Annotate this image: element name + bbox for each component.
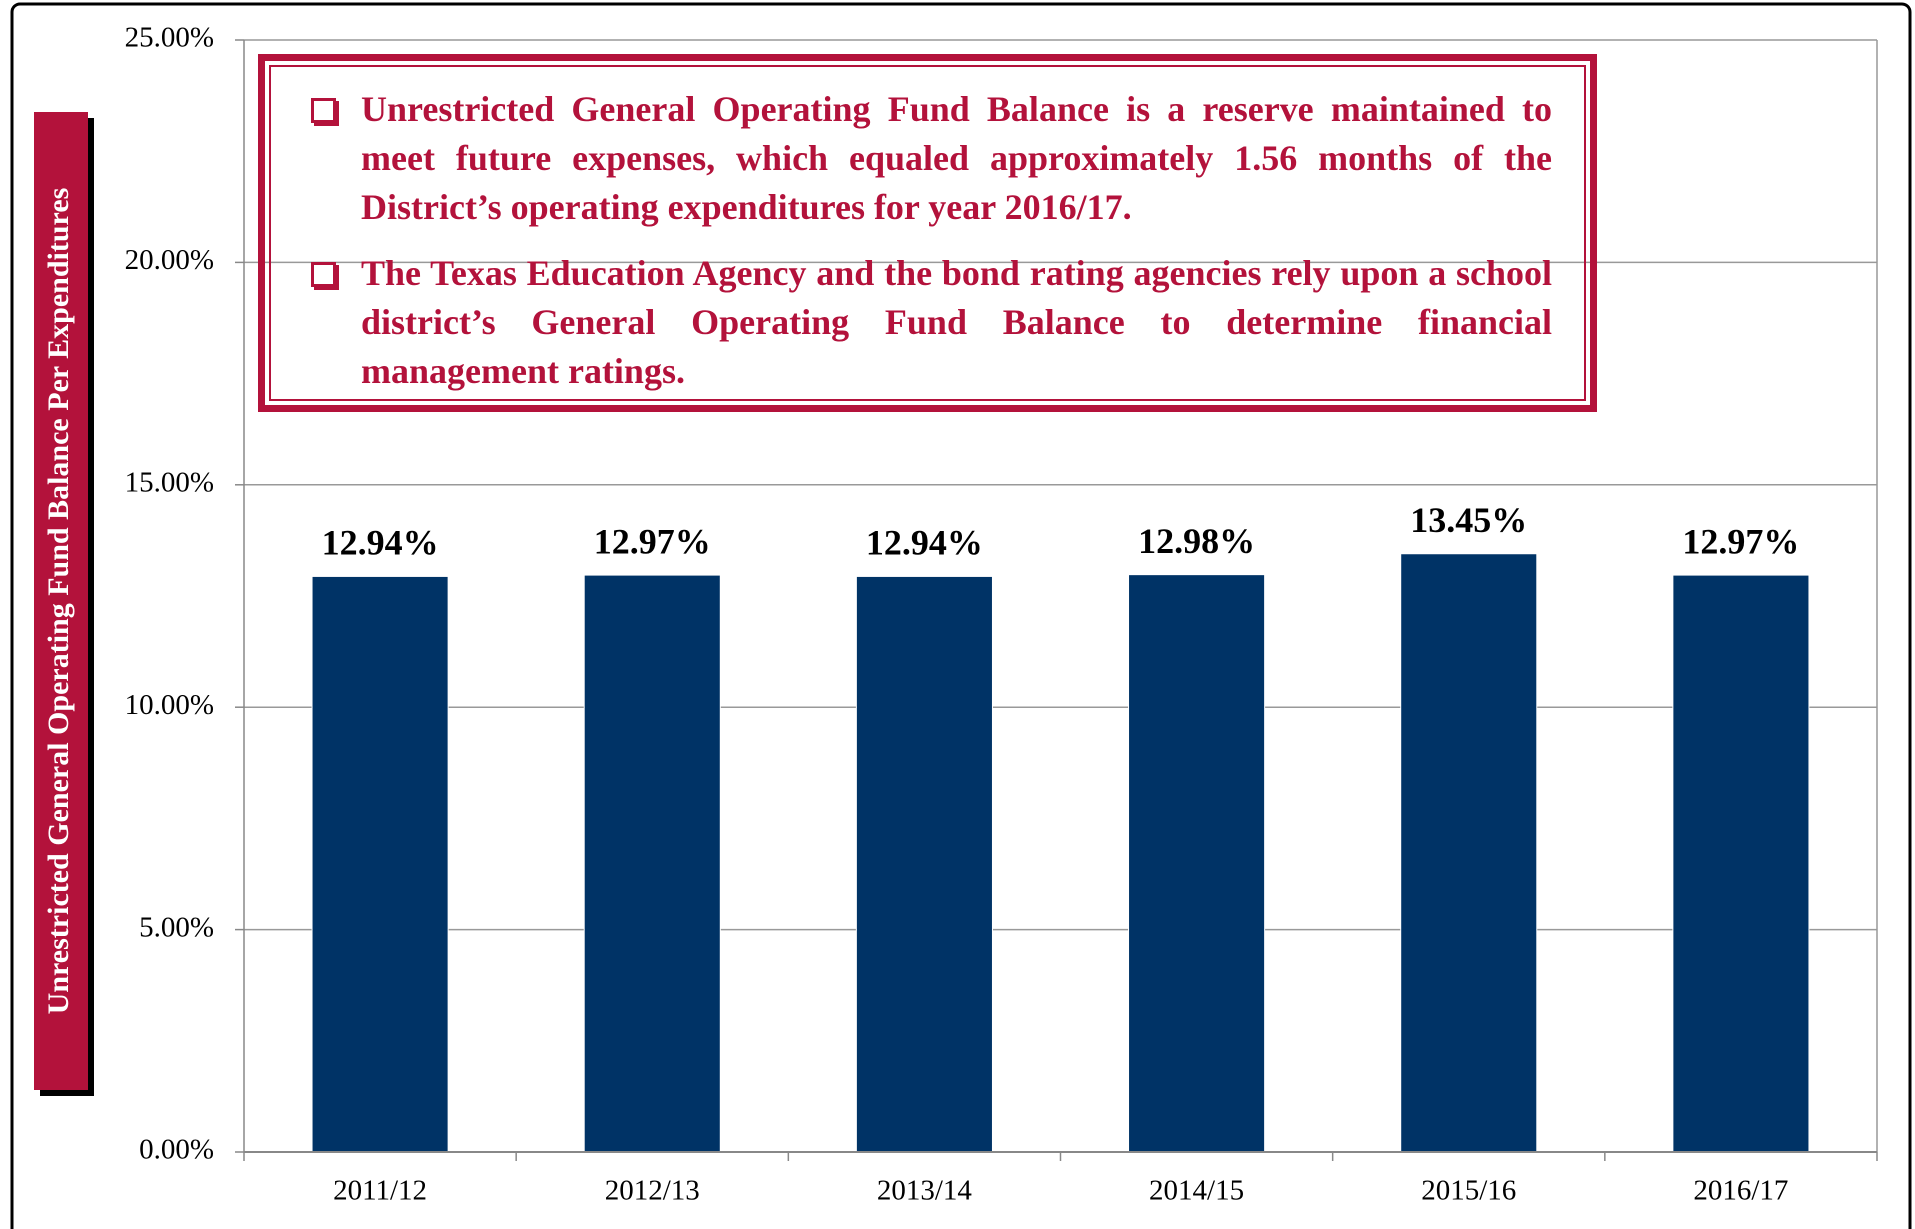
data-label: 12.94% — [866, 523, 983, 563]
bar — [1672, 574, 1810, 1153]
y-tick-label: 10.00% — [125, 689, 214, 721]
data-label: 12.97% — [594, 521, 711, 561]
x-tick-label: 2014/15 — [1149, 1175, 1244, 1207]
y-axis-title: Unrestricted General Operating Fund Bala… — [42, 188, 75, 1015]
data-label: 12.94% — [322, 523, 439, 563]
bar — [1400, 553, 1538, 1153]
annotation-box: Unrestricted General Operating Fund Bala… — [258, 54, 1597, 412]
y-label-box — [34, 112, 88, 1090]
bar — [311, 575, 449, 1153]
data-label: 12.97% — [1682, 521, 1799, 561]
x-tick-label: 2013/14 — [877, 1175, 973, 1207]
x-tick-label: 2012/13 — [605, 1175, 700, 1207]
bar — [1128, 574, 1266, 1153]
frame — [10, 2, 1912, 1229]
annotation-inner: Unrestricted General Operating Fund Bala… — [269, 65, 1586, 401]
x-tick-label: 2016/17 — [1693, 1175, 1788, 1207]
y-tick-label: 0.00% — [139, 1134, 214, 1166]
y-tick-label: 15.00% — [125, 466, 214, 498]
x-tick-label: 2015/16 — [1421, 1175, 1516, 1207]
annotation: Unrestricted General Operating Fund Bala… — [295, 85, 1552, 232]
data-label: 12.98% — [1138, 521, 1255, 561]
bar — [855, 575, 993, 1153]
bar — [583, 574, 721, 1153]
y-tick-label: 25.00% — [125, 22, 214, 54]
y-tick-label: 20.00% — [125, 244, 214, 276]
annotation: The Texas Education Agency and the bond … — [295, 249, 1552, 396]
x-tick-label: 2011/12 — [333, 1175, 427, 1207]
data-label: 13.45% — [1410, 500, 1527, 540]
y-tick-label: 5.00% — [139, 911, 214, 943]
